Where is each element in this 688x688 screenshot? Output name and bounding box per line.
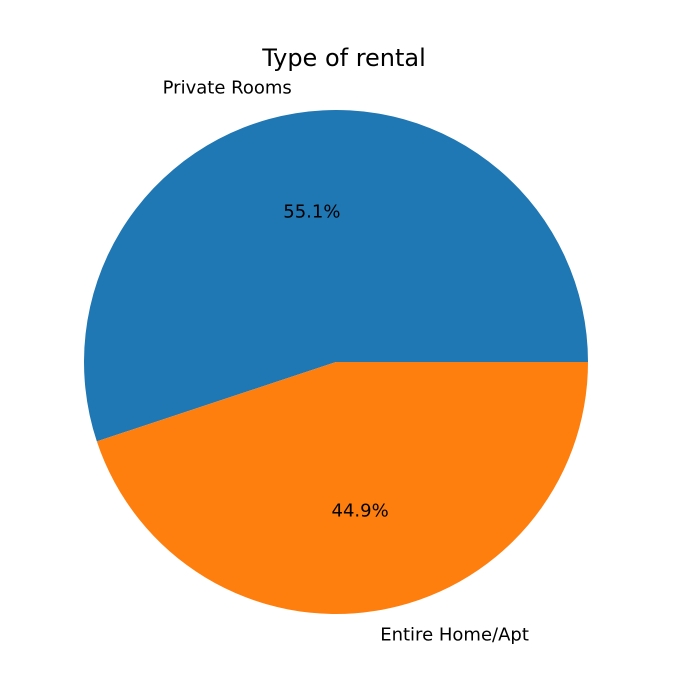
slice-percent-label-0: 55.1% <box>283 202 340 223</box>
slice-label-0: Private Rooms <box>163 77 292 98</box>
chart-title: Type of rental <box>262 44 426 72</box>
slice-label-1: Entire Home/Apt <box>380 625 529 646</box>
slice-percent-label-1: 44.9% <box>332 500 389 521</box>
pie-slice-1 <box>96 362 589 615</box>
pie-slice-0 <box>84 110 588 442</box>
